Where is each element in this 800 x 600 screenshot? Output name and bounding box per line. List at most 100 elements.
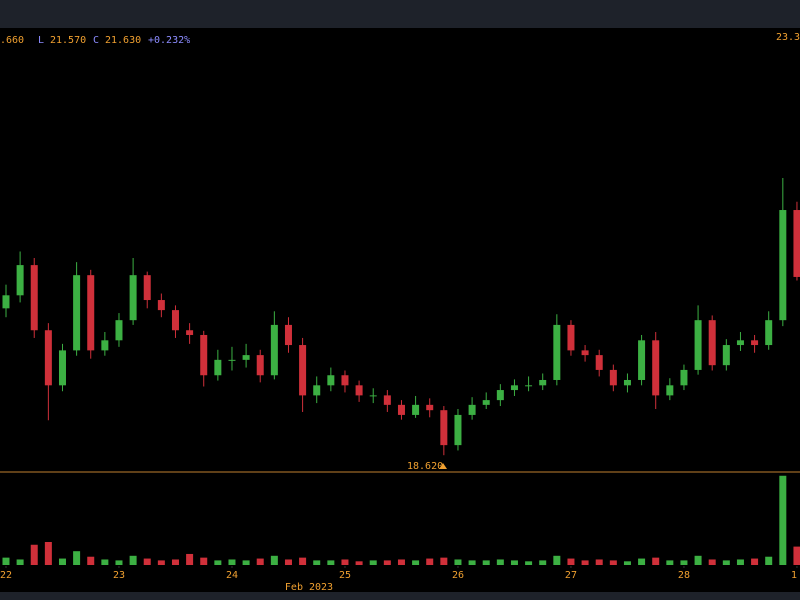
volume-bar (510, 560, 518, 565)
volume-bar (143, 558, 151, 565)
volume-bar (765, 556, 773, 565)
candle-body (200, 334, 208, 376)
candle-body (383, 395, 391, 405)
candle-body (87, 275, 95, 351)
candle-body (355, 385, 363, 396)
candle-body (44, 330, 52, 386)
x-tick-label: 26 (452, 570, 464, 581)
candle-body (129, 275, 137, 321)
candle-body (609, 369, 617, 386)
volume-bar (383, 560, 391, 565)
candle-body (581, 350, 589, 356)
volume-bar (736, 559, 744, 565)
candle-body (299, 345, 307, 396)
volume-bar (16, 559, 24, 565)
volume-bar (299, 557, 307, 565)
volume-bar (426, 558, 434, 565)
candle-body (482, 400, 490, 405)
candle-body (666, 385, 674, 396)
volume-bar (666, 560, 674, 565)
x-tick-label: 24 (226, 570, 238, 581)
candle-body (708, 320, 716, 366)
candle-body (779, 210, 787, 321)
candle-body (101, 340, 109, 351)
volume-bar (101, 559, 109, 565)
candle-body (327, 375, 335, 386)
candle-body (30, 265, 38, 331)
bottom-bar (0, 592, 800, 600)
candle-body (171, 310, 179, 331)
volume-bar (525, 561, 533, 565)
volume-bar (595, 559, 603, 565)
candle-body (440, 410, 448, 446)
low-marker (439, 463, 447, 469)
volume-bar (567, 558, 575, 565)
volume-bar (129, 555, 137, 565)
volume-bar (539, 560, 547, 565)
volume-bar (623, 561, 631, 565)
candle-body (369, 395, 377, 397)
candle-body (510, 385, 518, 391)
candle-body (270, 324, 278, 376)
volume-bar (157, 560, 165, 565)
candle-body (186, 330, 194, 335)
volume-bar (270, 555, 278, 565)
volume-bar (44, 542, 52, 565)
volume-bar (30, 544, 38, 565)
volume-bar (722, 560, 730, 565)
volume-bar (652, 557, 660, 565)
candle-body (228, 359, 236, 361)
candle-body (256, 355, 264, 376)
volume-bar (58, 558, 66, 565)
volume-bar (694, 555, 702, 565)
volume-bar (327, 560, 335, 565)
candle-body (73, 275, 81, 351)
volume-bar (214, 560, 222, 565)
candle-body (595, 355, 603, 370)
volume-bar (397, 559, 405, 565)
volume-bar (115, 560, 123, 565)
volume-bar (454, 559, 462, 565)
volume-bar (751, 558, 759, 565)
volume-bar (73, 551, 81, 565)
x-tick-label: 28 (678, 570, 690, 581)
x-tick-label: 22 (0, 570, 12, 581)
x-tick-label: 25 (339, 570, 351, 581)
volume-bar (468, 560, 476, 565)
candle-body (623, 379, 631, 386)
x-tick-label: 27 (565, 570, 577, 581)
candle-body (751, 340, 759, 346)
volume-bar (779, 475, 787, 565)
candle-body (765, 320, 773, 346)
candle-body (16, 265, 24, 296)
candle-body (496, 390, 504, 401)
volume-bar (496, 559, 504, 565)
candle-body (652, 340, 660, 396)
volume-bar (638, 558, 646, 565)
candle-body (426, 404, 434, 411)
candle-body (242, 355, 250, 360)
volume-bar (680, 560, 688, 565)
candle-body (454, 414, 462, 446)
high-label: 23.300 (776, 32, 800, 43)
readout-letter: C (93, 35, 99, 46)
volume-bar (412, 560, 420, 565)
candle-body (736, 340, 744, 346)
volume-bar (186, 553, 194, 565)
volume-bar (553, 555, 561, 565)
volume-bar (284, 559, 292, 565)
candle-body (313, 385, 321, 396)
readout-value: 21.570 (50, 35, 86, 46)
volume-bar (200, 557, 208, 565)
candle-body (638, 340, 646, 380)
volume-bar (228, 559, 236, 565)
volume-bar (171, 559, 179, 565)
candle-body (143, 275, 151, 301)
readout-value: 21.630 (105, 35, 141, 46)
candle-body (412, 404, 420, 415)
top-bar (0, 0, 800, 28)
candle-body (341, 375, 349, 386)
volume-bar (2, 557, 10, 565)
